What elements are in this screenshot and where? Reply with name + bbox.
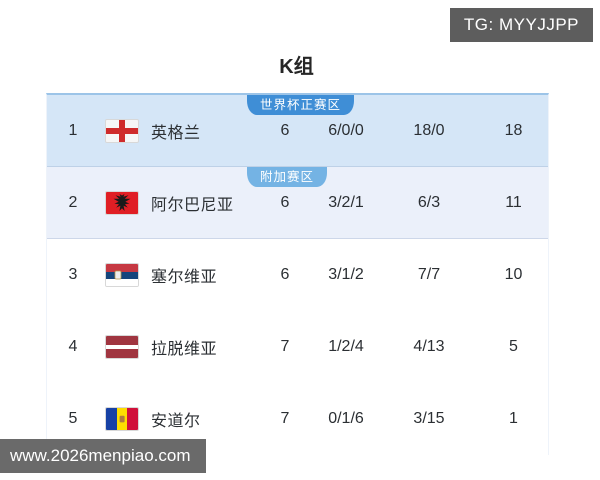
flag-cell bbox=[99, 335, 145, 359]
played-cell: 6 bbox=[280, 193, 290, 211]
win-draw-loss-cell: 0/1/6 bbox=[328, 410, 364, 427]
telegram-contact-badge: TG: MYYJJPP bbox=[449, 8, 593, 42]
flag-cell bbox=[99, 118, 145, 143]
win-draw-loss-cell: 1/2/4 bbox=[328, 338, 364, 355]
goals-cell: 7/7 bbox=[417, 266, 441, 283]
table-row-3[interactable]: 3 塞尔维亚 6 3/1/2 7/7 10 bbox=[47, 239, 548, 311]
points-cell: 1 bbox=[509, 410, 518, 427]
played-cell: 6 bbox=[280, 266, 290, 283]
goals-cell: 3/15 bbox=[413, 410, 445, 427]
qualify-zone-badge: 世界杯正赛区 bbox=[247, 95, 355, 115]
rank-cell: 3 bbox=[68, 266, 78, 283]
group-title: K组 bbox=[279, 56, 314, 78]
andorra-flag bbox=[105, 407, 139, 431]
team-name: 安道尔 bbox=[151, 413, 201, 430]
points-cell: 18 bbox=[504, 121, 523, 139]
goals-cell: 4/13 bbox=[413, 338, 445, 355]
played-cell: 7 bbox=[280, 410, 290, 427]
points-cell: 11 bbox=[505, 193, 522, 211]
flag-cell bbox=[99, 190, 145, 215]
rank-cell: 4 bbox=[68, 338, 78, 355]
win-draw-loss-cell: 3/1/2 bbox=[328, 266, 364, 283]
flag-cell bbox=[99, 263, 145, 287]
team-name: 阿尔巴尼亚 bbox=[151, 196, 234, 214]
team-name: 塞尔维亚 bbox=[151, 269, 218, 286]
england-flag bbox=[105, 118, 139, 143]
played-cell: 6 bbox=[280, 121, 290, 139]
albania-flag bbox=[105, 190, 139, 215]
team-name: 拉脱维亚 bbox=[151, 341, 218, 358]
win-draw-loss-cell: 6/0/0 bbox=[328, 121, 364, 139]
played-cell: 7 bbox=[280, 338, 290, 355]
team-name: 英格兰 bbox=[151, 124, 201, 142]
flag-cell bbox=[99, 407, 145, 431]
rank-cell: 1 bbox=[68, 121, 78, 139]
win-draw-loss-cell: 3/2/1 bbox=[328, 193, 364, 211]
points-cell: 5 bbox=[509, 338, 518, 355]
goals-cell: 6/3 bbox=[417, 193, 441, 211]
table-row-1[interactable]: 世界杯正赛区 1 英格兰 6 6/0/0 18/0 18 bbox=[47, 95, 548, 167]
playoff-zone-badge: 附加赛区 bbox=[247, 167, 328, 187]
rank-cell: 5 bbox=[68, 410, 78, 427]
points-cell: 10 bbox=[504, 266, 523, 283]
standings-table: 世界杯正赛区 1 英格兰 6 6/0/0 18/0 18 附加赛区 2 阿尔巴尼… bbox=[46, 93, 549, 455]
serbia-flag bbox=[105, 263, 139, 287]
table-row-2[interactable]: 附加赛区 2 阿尔巴尼亚 6 3/2/1 6/3 11 bbox=[47, 167, 548, 239]
watermark: www.2026menpiao.com bbox=[0, 439, 207, 473]
goals-cell: 18/0 bbox=[413, 121, 445, 139]
rank-cell: 2 bbox=[68, 193, 78, 211]
table-row-4[interactable]: 4 拉脱维亚 7 1/2/4 4/13 5 bbox=[47, 311, 548, 383]
latvia-flag bbox=[105, 335, 139, 359]
